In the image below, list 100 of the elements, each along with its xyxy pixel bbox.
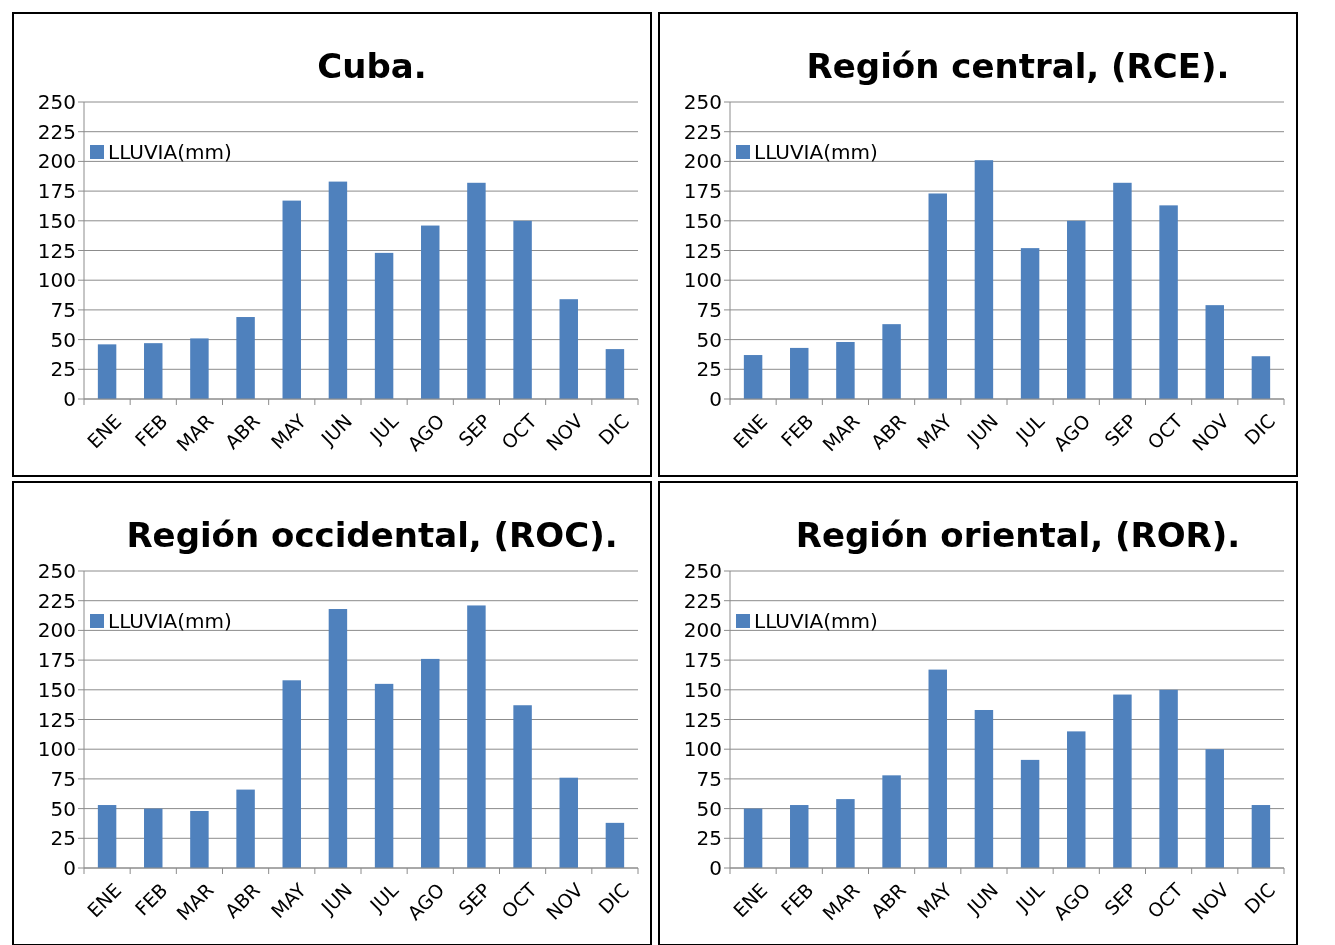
y-tick-label: 225 <box>37 119 76 144</box>
y-tick-label: 125 <box>37 707 76 732</box>
x-tick-label: SEP <box>1099 878 1141 920</box>
x-tick-label: DIC <box>593 409 634 449</box>
chart-title: Región occidental, (ROC). <box>126 515 618 555</box>
legend-label: LLUVIA(mm) <box>108 140 232 164</box>
y-tick-label: 200 <box>683 149 722 174</box>
bar <box>605 349 625 399</box>
bar <box>1159 689 1178 868</box>
y-tick-label: 175 <box>683 648 722 673</box>
bar <box>1251 805 1271 868</box>
bar <box>836 341 855 399</box>
chart-title: Región oriental, (ROR). <box>795 515 1241 555</box>
bar <box>374 683 394 868</box>
bar <box>282 680 301 868</box>
bar <box>421 658 440 868</box>
y-tick-label: 175 <box>37 179 76 204</box>
bar <box>836 799 855 868</box>
bar <box>374 252 394 399</box>
y-tick-label: 50 <box>696 796 722 821</box>
bar <box>467 182 486 399</box>
legend-label: LLUVIA(mm) <box>754 140 878 164</box>
y-tick-label: 0 <box>63 387 76 411</box>
y-tick-label: 175 <box>683 179 722 204</box>
x-tick-label: JUL <box>1010 878 1049 917</box>
bar <box>1067 731 1086 868</box>
bar <box>790 805 809 868</box>
y-tick-label: 75 <box>50 297 76 322</box>
bar <box>144 808 163 868</box>
bar <box>1020 759 1040 868</box>
y-tick-label: 25 <box>696 357 722 382</box>
y-tick-label: 100 <box>683 268 722 293</box>
y-tick-label: 150 <box>37 208 76 233</box>
y-tick-label: 200 <box>37 618 76 643</box>
y-tick-label: 250 <box>683 90 722 114</box>
y-tick-label: 250 <box>37 559 76 583</box>
y-tick-label: 0 <box>709 856 722 880</box>
y-tick-label: 25 <box>696 826 722 851</box>
bar <box>97 344 117 399</box>
y-tick-label: 0 <box>63 856 76 880</box>
bar <box>605 822 625 868</box>
y-tick-label: 50 <box>50 796 76 821</box>
x-tick-label: SEP <box>453 878 495 920</box>
x-tick-label: DIC <box>1239 878 1280 918</box>
y-tick-label: 100 <box>37 737 76 762</box>
bar <box>236 317 255 399</box>
bar <box>328 609 348 868</box>
y-tick-label: 250 <box>37 90 76 114</box>
legend-label: LLUVIA(mm) <box>108 609 232 633</box>
y-tick-label: 75 <box>696 766 722 791</box>
chart-title: Cuba. <box>317 46 427 86</box>
y-tick-label: 250 <box>683 559 722 583</box>
y-tick-label: 50 <box>50 327 76 352</box>
bar <box>144 343 163 399</box>
bar <box>513 220 532 399</box>
x-tick-label: JUL <box>1010 409 1049 448</box>
y-tick-label: 125 <box>683 707 722 732</box>
bar <box>1113 182 1132 399</box>
y-tick-label: 100 <box>683 737 722 762</box>
legend-label: LLUVIA(mm) <box>754 609 878 633</box>
y-tick-label: 50 <box>696 327 722 352</box>
bar <box>1159 205 1178 399</box>
y-tick-label: 150 <box>683 677 722 702</box>
y-tick-label: 225 <box>683 119 722 144</box>
bar <box>1020 248 1040 399</box>
bar <box>882 324 901 399</box>
bar <box>1205 749 1224 868</box>
x-tick-label: JUL <box>364 878 403 917</box>
bar <box>974 160 994 399</box>
bar <box>513 705 532 868</box>
x-tick-label: SEP <box>1099 409 1141 451</box>
bar <box>1113 694 1132 868</box>
bar <box>467 605 486 868</box>
bar <box>328 181 348 399</box>
x-tick-label: DIC <box>593 878 634 918</box>
y-tick-label: 75 <box>696 297 722 322</box>
y-tick-label: 0 <box>709 387 722 411</box>
y-tick-label: 125 <box>37 238 76 263</box>
bar <box>1205 305 1224 399</box>
bar <box>190 810 209 868</box>
bar <box>790 347 809 399</box>
bar <box>559 777 578 868</box>
bar <box>559 299 578 399</box>
y-tick-label: 150 <box>683 208 722 233</box>
x-tick-label: DIC <box>1239 409 1280 449</box>
x-tick-label: FEB <box>776 878 818 920</box>
x-tick-label: SEP <box>453 409 495 451</box>
y-tick-label: 150 <box>37 677 76 702</box>
bar <box>743 355 763 399</box>
bar <box>421 225 440 399</box>
bar <box>743 808 763 868</box>
bar <box>928 193 947 399</box>
bar <box>1067 220 1086 399</box>
y-tick-label: 100 <box>37 268 76 293</box>
x-tick-label: FEB <box>130 409 172 451</box>
x-tick-label: FEB <box>130 878 172 920</box>
y-tick-label: 200 <box>37 149 76 174</box>
y-tick-label: 225 <box>683 588 722 613</box>
bar <box>882 775 901 868</box>
y-tick-label: 125 <box>683 238 722 263</box>
